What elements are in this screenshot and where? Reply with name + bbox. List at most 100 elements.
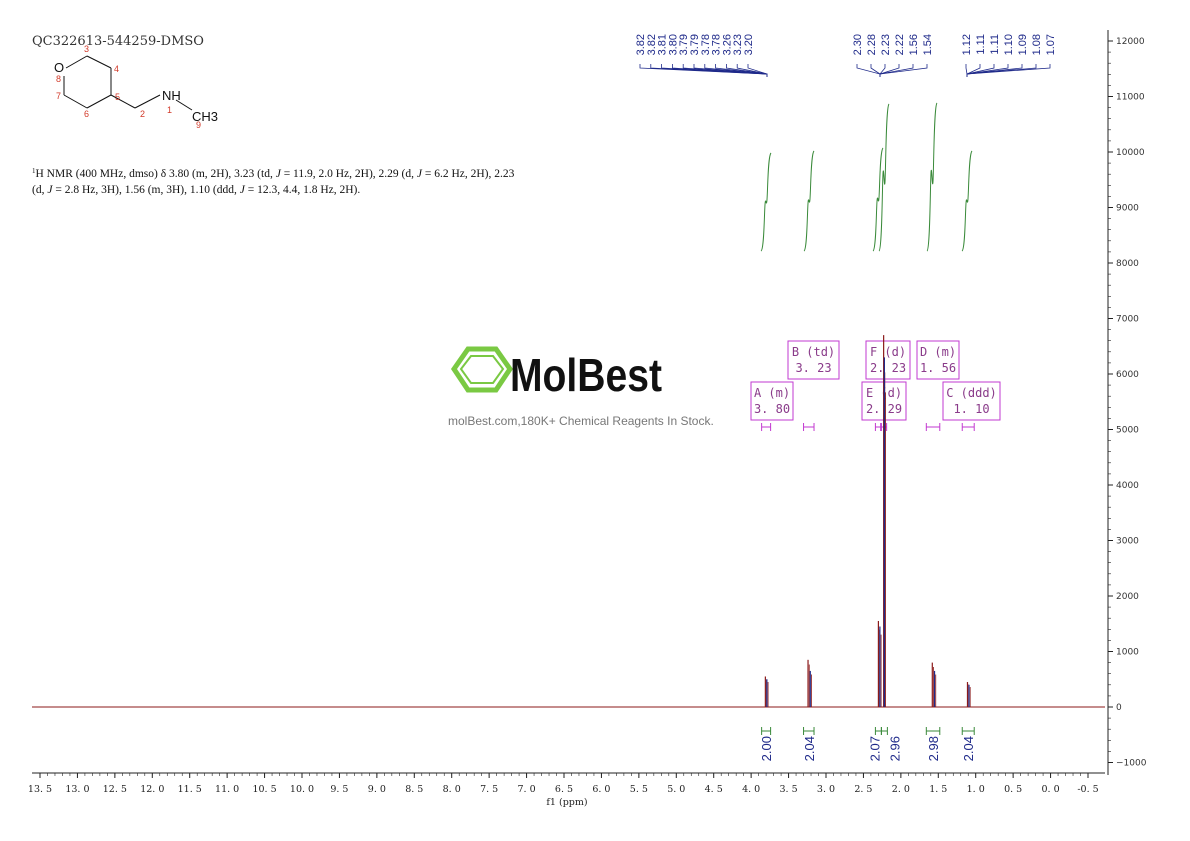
x-tick-label: 4. 0 [742,784,760,795]
x-tick-label: 9. 5 [330,784,348,795]
x-tick-label: 5. 5 [630,784,648,795]
x-tick-label: 5. 0 [667,784,685,795]
x-tick-label: 1. 5 [929,784,947,795]
peak-labels: 3.823.823.813.803.793.793.783.783.263.23… [635,34,1057,77]
peak-label: 1.56 [908,34,920,55]
peak-label: 3.82 [635,34,647,55]
x-axis: 13. 5 13. 0 12. 5 12. 0 11. 5 11. 0 10. 5 10. 0… [28,772,1105,795]
atom-number: 4 [114,64,119,74]
y-tick-label: 6000 [1116,370,1139,380]
peak-label: 3.20 [743,34,755,55]
watermark-tagline: molBest.com,180K+ Chemical Reagents In S… [448,414,714,428]
sample-id: QC322613-544259-DMSO [32,34,204,49]
y-tick-label: 10000 [1116,148,1145,158]
x-tick-label: 0. 0 [1042,784,1060,795]
peak-label: 1.09 [1017,34,1029,55]
peak-label: 1.08 [1031,34,1043,55]
peak-label: 1.11 [989,34,1001,55]
peak-label: 1.10 [1003,34,1015,55]
superscript-1: 1 [32,167,36,175]
x-tick-label: 2. 0 [892,784,910,795]
multiplet-box [865,340,911,380]
x-tick-label: 10. 5 [252,784,276,795]
multiplet-letter: B (td) [792,345,835,359]
atom-number: 8 [56,74,61,84]
y-tick-label: 12000 [1116,37,1145,47]
atom-nh: NH [162,88,181,103]
x-tick-label: 8. 5 [405,784,423,795]
atom-number: 5 [115,92,120,102]
integral-curve [872,147,884,252]
multiplet-shift: 3. 23 [795,361,831,375]
x-tick-label: 3. 0 [817,784,835,795]
peak-label: 3.78 [711,34,723,55]
peak-label: 3.82 [646,34,658,55]
integral-value: 2.00 [759,736,774,761]
peak-label: 2.28 [866,34,878,55]
multiplet-box [750,381,794,421]
multiplet-box [787,340,840,380]
integral-value: 2.07 [867,736,882,761]
multiplet-letter: C (ddd) [946,386,997,400]
integral-curve [878,103,890,252]
x-tick-label: 6. 5 [555,784,573,795]
nmr-description-line-2: (d, J = 2.8 Hz, 3H), 1.56 (m, 3H), 1.10 … [32,184,360,196]
peak-label: 3.80 [667,34,679,55]
x-tick-label: 2. 5 [854,784,872,795]
peak-label: 3.78 [700,34,712,55]
multiplet-letter: D (m) [920,345,956,359]
peak-label-leader [870,64,881,77]
multiplet-shift: 2. 23 [870,361,906,375]
benzene-logo-icon [450,346,514,393]
peak-label: 1.07 [1045,34,1057,55]
x-axis-label: f1 (ppm) [546,797,587,808]
peak-label: 1.11 [975,34,987,55]
x-tick-label: 1. 0 [967,784,985,795]
y-tick-label: 5000 [1116,426,1139,436]
integral-value: 2.98 [926,736,941,761]
atom-number: 1 [167,105,172,115]
x-tick-label: 12. 0 [140,784,164,795]
x-tick-label: 11. 0 [215,784,239,795]
multiplet-shift: 3. 80 [754,402,790,416]
peak-label-leader [966,64,1051,77]
multiplet-letter: A (m) [754,386,790,400]
multiplet-shift: 1. 56 [920,361,956,375]
y-tick-label: −1000 [1116,759,1147,769]
integral-value: 2.96 [887,736,902,761]
x-tick-label: 8. 0 [443,784,461,795]
atom-number: 3 [84,44,89,54]
peak-label: 2.23 [880,34,892,55]
y-tick-label: 9000 [1116,204,1139,214]
multiplet-box [942,381,1001,421]
y-axis: −1000 0 1000 2000 3000 4000 5000 6000 7000 8000 90… [1107,30,1147,775]
integral-markers: 2.00 2.04 2.07 2.96 2.98 2.04 [759,727,976,761]
integral-curve [926,102,938,252]
peak-label: 3.81 [657,34,669,55]
molbest-watermark: MolBest molBest.com,180K+ Chemical Reage… [448,346,714,428]
integral-value: 2.04 [961,736,976,761]
integral-curves [760,102,973,252]
x-tick-label: 7. 5 [480,784,498,795]
peak-label: 2.30 [852,34,864,55]
peak-label-leader [747,64,768,77]
chemical-structure: O NH CH3 1 2 3 4 5 6 7 8 9 [54,44,218,130]
peak-label: 3.79 [689,34,701,55]
peak-label: 1.54 [922,34,934,55]
atom-number: 9 [196,120,201,130]
atom-oxygen: O [54,60,64,75]
y-tick-label: 3000 [1116,537,1139,547]
x-tick-label: 4. 5 [705,784,723,795]
x-tick-label: 13. 5 [28,784,52,795]
peak-label: 1.12 [961,34,973,55]
peak-label: 2.22 [894,34,906,55]
integral-curve [961,150,973,252]
y-tick-label: 0 [1116,703,1122,713]
peak-label-leader [966,64,981,77]
x-tick-label: 10. 0 [290,784,314,795]
watermark-brand: MolBest [510,349,662,401]
x-tick-label: 3. 5 [780,784,798,795]
peak-label-leader [879,64,886,77]
y-tick-label: 7000 [1116,315,1139,325]
